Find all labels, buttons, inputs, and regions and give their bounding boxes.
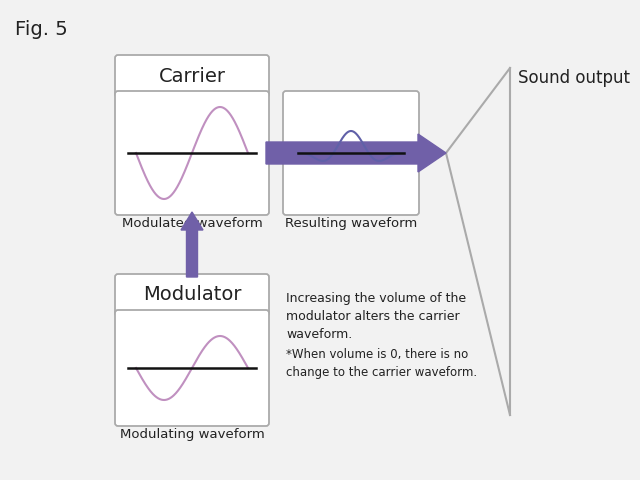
Text: Modulator: Modulator	[143, 286, 241, 304]
Text: Increasing the volume of the
modulator alters the carrier
waveform.: Increasing the volume of the modulator a…	[286, 292, 466, 341]
Text: Fig. 5: Fig. 5	[15, 20, 68, 39]
FancyArrow shape	[266, 134, 446, 172]
FancyBboxPatch shape	[115, 55, 269, 97]
FancyBboxPatch shape	[115, 274, 269, 316]
Text: Carrier: Carrier	[159, 67, 225, 85]
Text: Sound output: Sound output	[518, 69, 630, 87]
FancyBboxPatch shape	[115, 310, 269, 426]
FancyBboxPatch shape	[283, 91, 419, 215]
Text: Modulated waveform: Modulated waveform	[122, 217, 262, 230]
FancyBboxPatch shape	[115, 91, 269, 215]
FancyArrow shape	[181, 212, 203, 277]
Text: Modulating waveform: Modulating waveform	[120, 428, 264, 441]
Text: Resulting waveform: Resulting waveform	[285, 217, 417, 230]
Text: *When volume is 0, there is no
change to the carrier waveform.: *When volume is 0, there is no change to…	[286, 348, 477, 379]
